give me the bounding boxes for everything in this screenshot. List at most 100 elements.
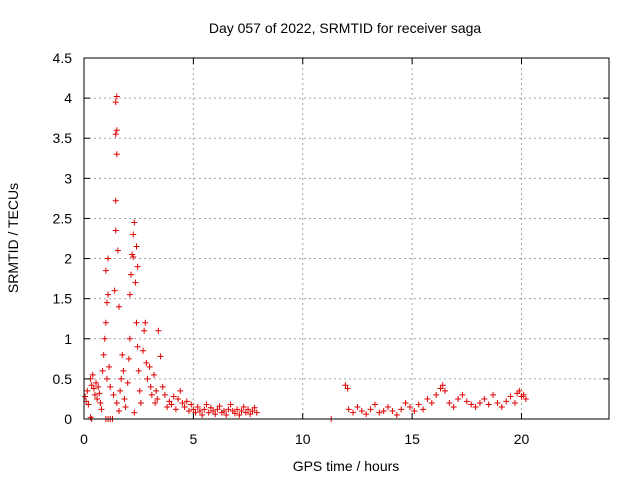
data-point <box>363 411 370 418</box>
data-point <box>439 382 446 389</box>
data-point <box>107 383 114 390</box>
data-point <box>153 387 160 394</box>
y-tick-label: 4 <box>64 90 72 106</box>
data-point <box>199 411 206 418</box>
data-point <box>97 399 104 406</box>
y-tick-label: 0.5 <box>53 371 73 387</box>
data-point <box>450 403 457 410</box>
data-point <box>463 398 470 405</box>
data-point <box>247 411 254 418</box>
data-point <box>231 410 238 417</box>
data-point <box>223 411 230 418</box>
data-point <box>459 391 466 398</box>
grid-lines <box>84 58 609 419</box>
data-point <box>205 409 212 416</box>
data-point <box>242 409 249 416</box>
data-point <box>114 247 121 254</box>
data-point <box>516 387 523 394</box>
data-point <box>181 403 188 410</box>
data-point <box>186 407 192 414</box>
data-point <box>210 407 217 414</box>
y-axis-label: SRMTID / TECUs <box>5 183 21 293</box>
data-point <box>132 279 139 286</box>
y-tick-label: 0 <box>64 411 72 427</box>
y-tick-label: 4.5 <box>53 50 73 66</box>
data-point <box>137 399 144 406</box>
data-point <box>203 401 210 408</box>
data-point <box>371 401 378 408</box>
data-point <box>236 411 243 418</box>
data-point <box>201 406 208 413</box>
y-tick-label: 3.5 <box>53 130 73 146</box>
x-axis-label: GPS time / hours <box>293 458 400 474</box>
x-tick-label: 15 <box>404 431 420 447</box>
data-point <box>234 406 241 413</box>
data-point <box>105 255 112 262</box>
data-point <box>468 401 475 408</box>
data-point <box>520 391 527 398</box>
data-point <box>253 409 260 416</box>
data-point <box>111 287 118 294</box>
data-point <box>420 406 427 413</box>
data-point <box>112 131 119 138</box>
data-point <box>161 391 168 398</box>
data-point <box>216 403 223 410</box>
data-point <box>345 406 352 413</box>
data-point <box>358 407 365 414</box>
data-point <box>196 407 203 414</box>
data-point <box>398 406 405 413</box>
data-point <box>102 267 109 274</box>
data-point <box>192 409 199 416</box>
data-point <box>106 363 113 370</box>
data-point <box>159 383 166 390</box>
data-point <box>126 291 133 298</box>
x-tick-labels: 0 5 10 15 20 <box>80 431 529 447</box>
data-point <box>437 385 444 392</box>
data-point <box>251 404 258 411</box>
data-point <box>507 393 514 400</box>
data-point <box>113 93 120 100</box>
data-point <box>188 401 195 408</box>
data-point <box>183 398 190 405</box>
data-point <box>164 403 171 410</box>
data-point <box>227 401 234 408</box>
data-point <box>155 327 162 334</box>
chart-title: Day 057 of 2022, SRMTID for receiver sag… <box>209 20 482 36</box>
data-point <box>84 387 91 394</box>
data-point <box>498 403 505 410</box>
data-point <box>113 127 120 134</box>
data-point <box>102 319 109 326</box>
data-point <box>157 353 164 360</box>
data-point <box>225 406 232 413</box>
y-tick-label: 1 <box>64 331 72 347</box>
data-point <box>485 401 492 408</box>
data-point <box>101 335 108 342</box>
data-point <box>376 409 383 416</box>
data-point <box>96 390 103 397</box>
data-points <box>82 93 529 422</box>
data-point <box>103 375 110 382</box>
data-point <box>402 399 409 406</box>
y-tick-label: 2 <box>64 251 72 267</box>
data-point <box>170 393 177 400</box>
x-tick-label: 5 <box>189 431 197 447</box>
data-point <box>90 385 97 392</box>
data-point <box>385 403 392 410</box>
data-point <box>194 403 201 410</box>
data-point <box>411 407 418 414</box>
data-point <box>207 404 214 411</box>
y-tick-labels: 0 0.5 1 1.5 2 2.5 3 3.5 4 4.5 <box>53 50 73 427</box>
data-point <box>122 403 129 410</box>
data-point <box>143 359 150 366</box>
data-point <box>94 395 101 402</box>
data-point <box>490 391 497 398</box>
data-point <box>136 387 143 394</box>
data-point <box>172 406 179 413</box>
data-point <box>134 343 141 350</box>
data-point <box>135 367 142 374</box>
data-point <box>141 327 148 334</box>
data-point <box>110 391 117 398</box>
data-point <box>415 401 422 408</box>
data-point <box>98 406 105 413</box>
data-point <box>214 406 221 413</box>
